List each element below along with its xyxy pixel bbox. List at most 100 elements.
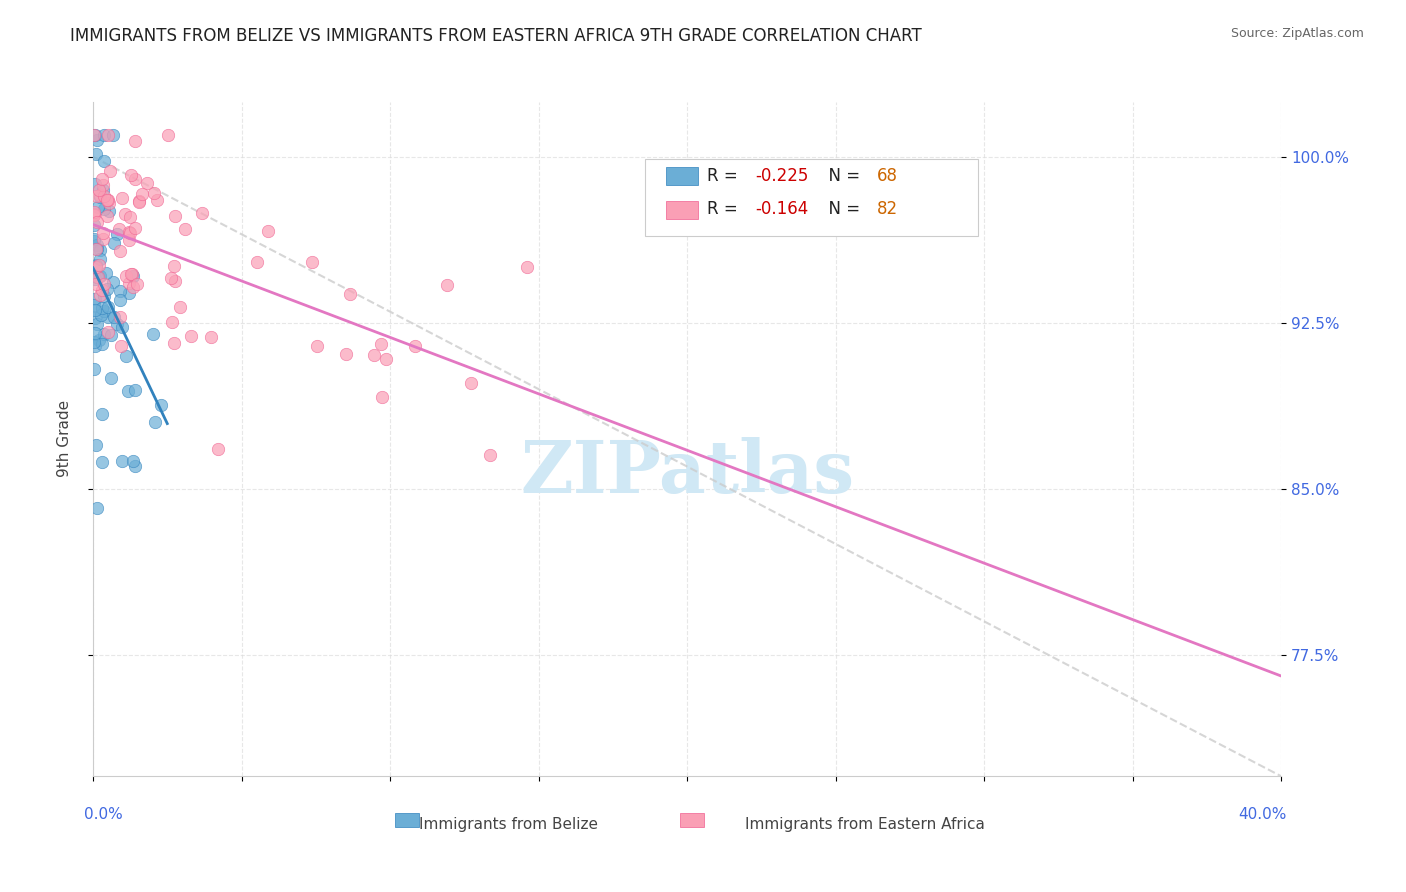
Point	[89, 268, 111, 283]
Point	[93, 128, 115, 142]
Point	[103, 310, 125, 324]
Point	[111, 191, 134, 205]
Point	[100, 327, 122, 342]
Point	[86, 238, 108, 252]
Point	[93, 202, 115, 217]
Point	[90, 308, 112, 322]
Point	[118, 210, 141, 224]
Point	[111, 319, 134, 334]
Point	[124, 384, 146, 398]
Point	[110, 453, 132, 467]
Point	[91, 226, 114, 240]
Text: ZIPatlas: ZIPatlas	[520, 437, 853, 508]
Point	[84, 311, 107, 326]
Point	[98, 196, 121, 211]
Point	[83, 128, 105, 142]
Point	[89, 184, 111, 198]
Point	[83, 235, 105, 249]
Point	[84, 303, 107, 318]
Point	[136, 176, 159, 190]
Point	[87, 333, 110, 347]
Point	[128, 194, 150, 208]
Text: 40.0%: 40.0%	[1239, 806, 1286, 822]
Y-axis label: 9th Grade: 9th Grade	[58, 401, 72, 477]
Point	[143, 415, 166, 429]
Point	[83, 361, 105, 376]
Point	[121, 168, 143, 182]
Point	[375, 351, 398, 366]
Point	[84, 177, 107, 191]
Point	[89, 288, 111, 302]
Point	[142, 186, 165, 200]
Point	[150, 398, 173, 412]
Point	[97, 300, 120, 314]
Point	[101, 128, 124, 142]
Point	[190, 206, 212, 220]
FancyBboxPatch shape	[665, 167, 697, 186]
Point	[335, 346, 357, 360]
Point	[163, 335, 186, 350]
Point	[100, 164, 122, 178]
Text: 82: 82	[877, 201, 898, 219]
Point	[100, 371, 122, 385]
Point	[103, 235, 125, 250]
Point	[127, 277, 149, 291]
Point	[156, 128, 179, 142]
Point	[91, 172, 114, 186]
Point	[121, 267, 143, 281]
Point	[93, 327, 115, 342]
Text: Source: ZipAtlas.com: Source: ZipAtlas.com	[1230, 27, 1364, 40]
Point	[404, 339, 426, 353]
Point	[90, 337, 112, 351]
Point	[86, 189, 108, 203]
Point	[160, 315, 183, 329]
Point	[84, 293, 107, 307]
Point	[305, 339, 328, 353]
Point	[96, 210, 118, 224]
Point	[371, 390, 394, 404]
Point	[96, 282, 118, 296]
Point	[93, 188, 115, 202]
Point	[118, 234, 141, 248]
Point	[107, 222, 129, 236]
Point	[83, 204, 105, 219]
Point	[117, 384, 139, 398]
Point	[91, 407, 114, 421]
Point	[370, 337, 392, 351]
Point	[174, 222, 197, 236]
Point	[118, 286, 141, 301]
Point	[118, 227, 141, 241]
Point	[180, 329, 202, 343]
Point	[83, 219, 105, 233]
Point	[200, 330, 222, 344]
Text: -0.225: -0.225	[755, 167, 808, 185]
Point	[122, 280, 145, 294]
Point	[105, 227, 128, 242]
Point	[114, 207, 136, 221]
Text: Immigrants from Belize: Immigrants from Belize	[419, 817, 599, 831]
Point	[163, 260, 186, 274]
Point	[301, 255, 323, 269]
Point	[131, 186, 153, 201]
Point	[515, 260, 537, 275]
Point	[86, 242, 108, 256]
Point	[101, 275, 124, 289]
Text: R =: R =	[707, 167, 744, 185]
FancyBboxPatch shape	[645, 159, 979, 236]
Point	[97, 193, 120, 207]
Point	[93, 154, 115, 169]
Text: N =: N =	[818, 201, 865, 219]
Point	[124, 134, 146, 148]
Point	[105, 317, 128, 331]
Point	[94, 266, 117, 280]
Point	[86, 242, 108, 256]
Point	[93, 183, 115, 197]
Point	[124, 172, 146, 186]
Point	[257, 224, 280, 238]
Point	[86, 260, 108, 275]
Point	[91, 178, 114, 192]
Point	[91, 283, 114, 297]
Point	[169, 300, 191, 314]
Point	[93, 277, 115, 291]
Point	[96, 194, 118, 208]
